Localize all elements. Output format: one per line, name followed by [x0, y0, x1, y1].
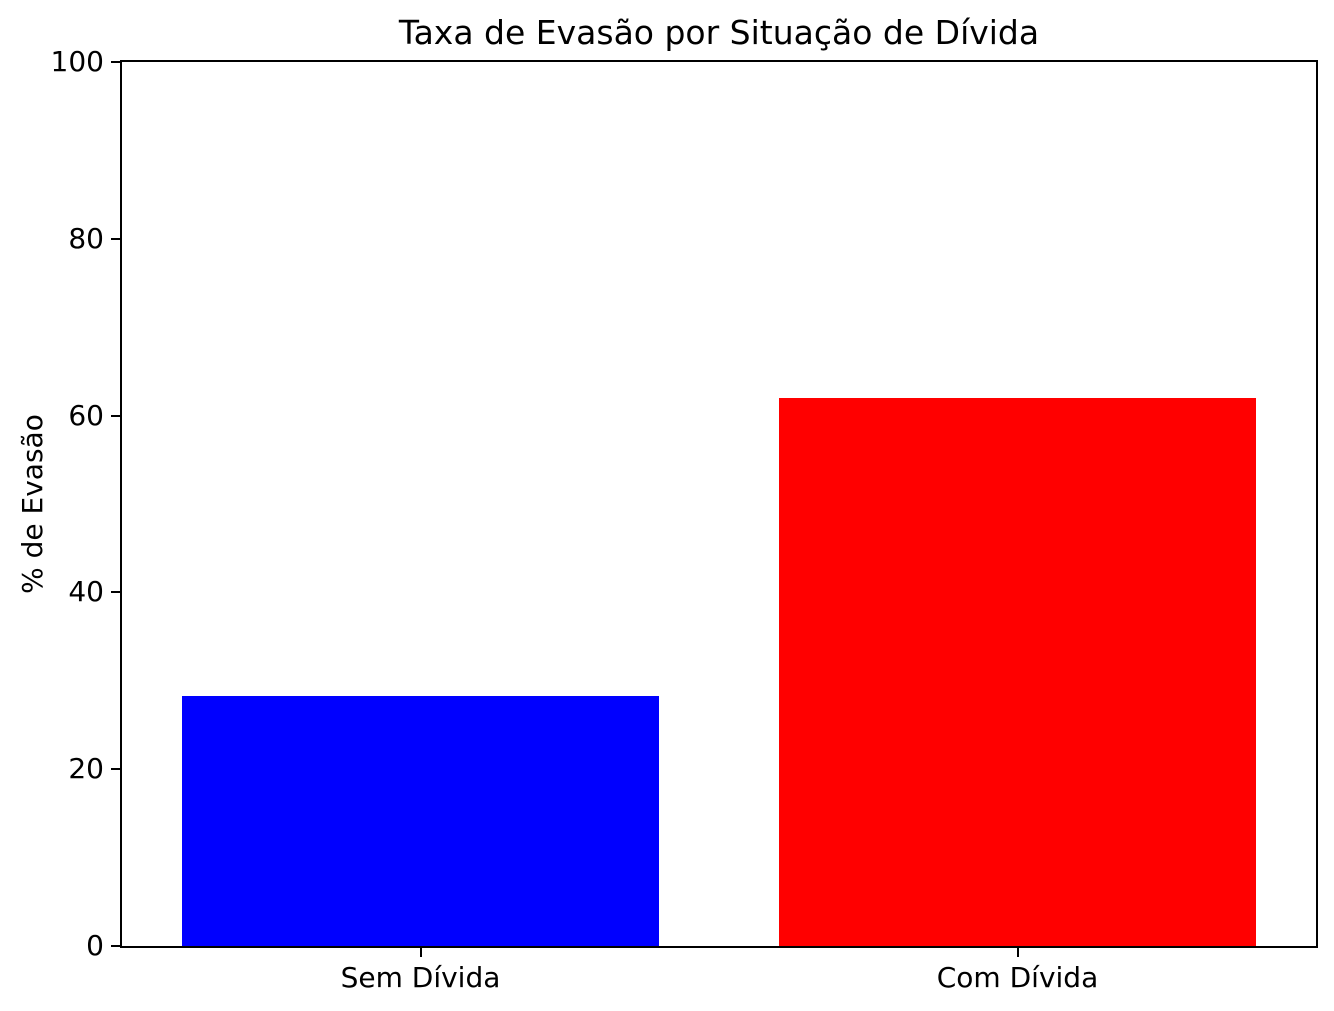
y-tick-mark-40 — [111, 591, 120, 594]
x-tick-label-1: Com Dívida — [936, 961, 1099, 994]
y-tick-mark-60 — [111, 414, 120, 417]
y-tick-label-40: 40 — [68, 575, 104, 609]
y-tick-mark-0 — [111, 945, 120, 947]
y-tick-label-20: 20 — [68, 752, 104, 786]
y-tick-label-0: 0 — [86, 929, 104, 962]
y-tick-label-100: 100 — [50, 45, 104, 78]
x-tick-mark-0 — [419, 948, 422, 957]
bar-1 — [778, 397, 1257, 946]
x-tick-label-0: Sem Dívida — [340, 961, 501, 994]
y-axis-label: % de Evasão — [16, 414, 49, 594]
y-tick-label-80: 80 — [68, 221, 104, 255]
plot-area — [120, 60, 1318, 948]
y-tick-label-60: 60 — [68, 398, 104, 432]
y-tick-mark-80 — [111, 237, 120, 240]
y-tick-mark-100 — [111, 61, 120, 63]
y-tick-mark-20 — [111, 768, 120, 771]
x-tick-mark-1 — [1016, 948, 1019, 957]
bar-0 — [181, 695, 660, 946]
chart-title: Taxa de Evasão por Situação de Dívida — [398, 13, 1040, 52]
